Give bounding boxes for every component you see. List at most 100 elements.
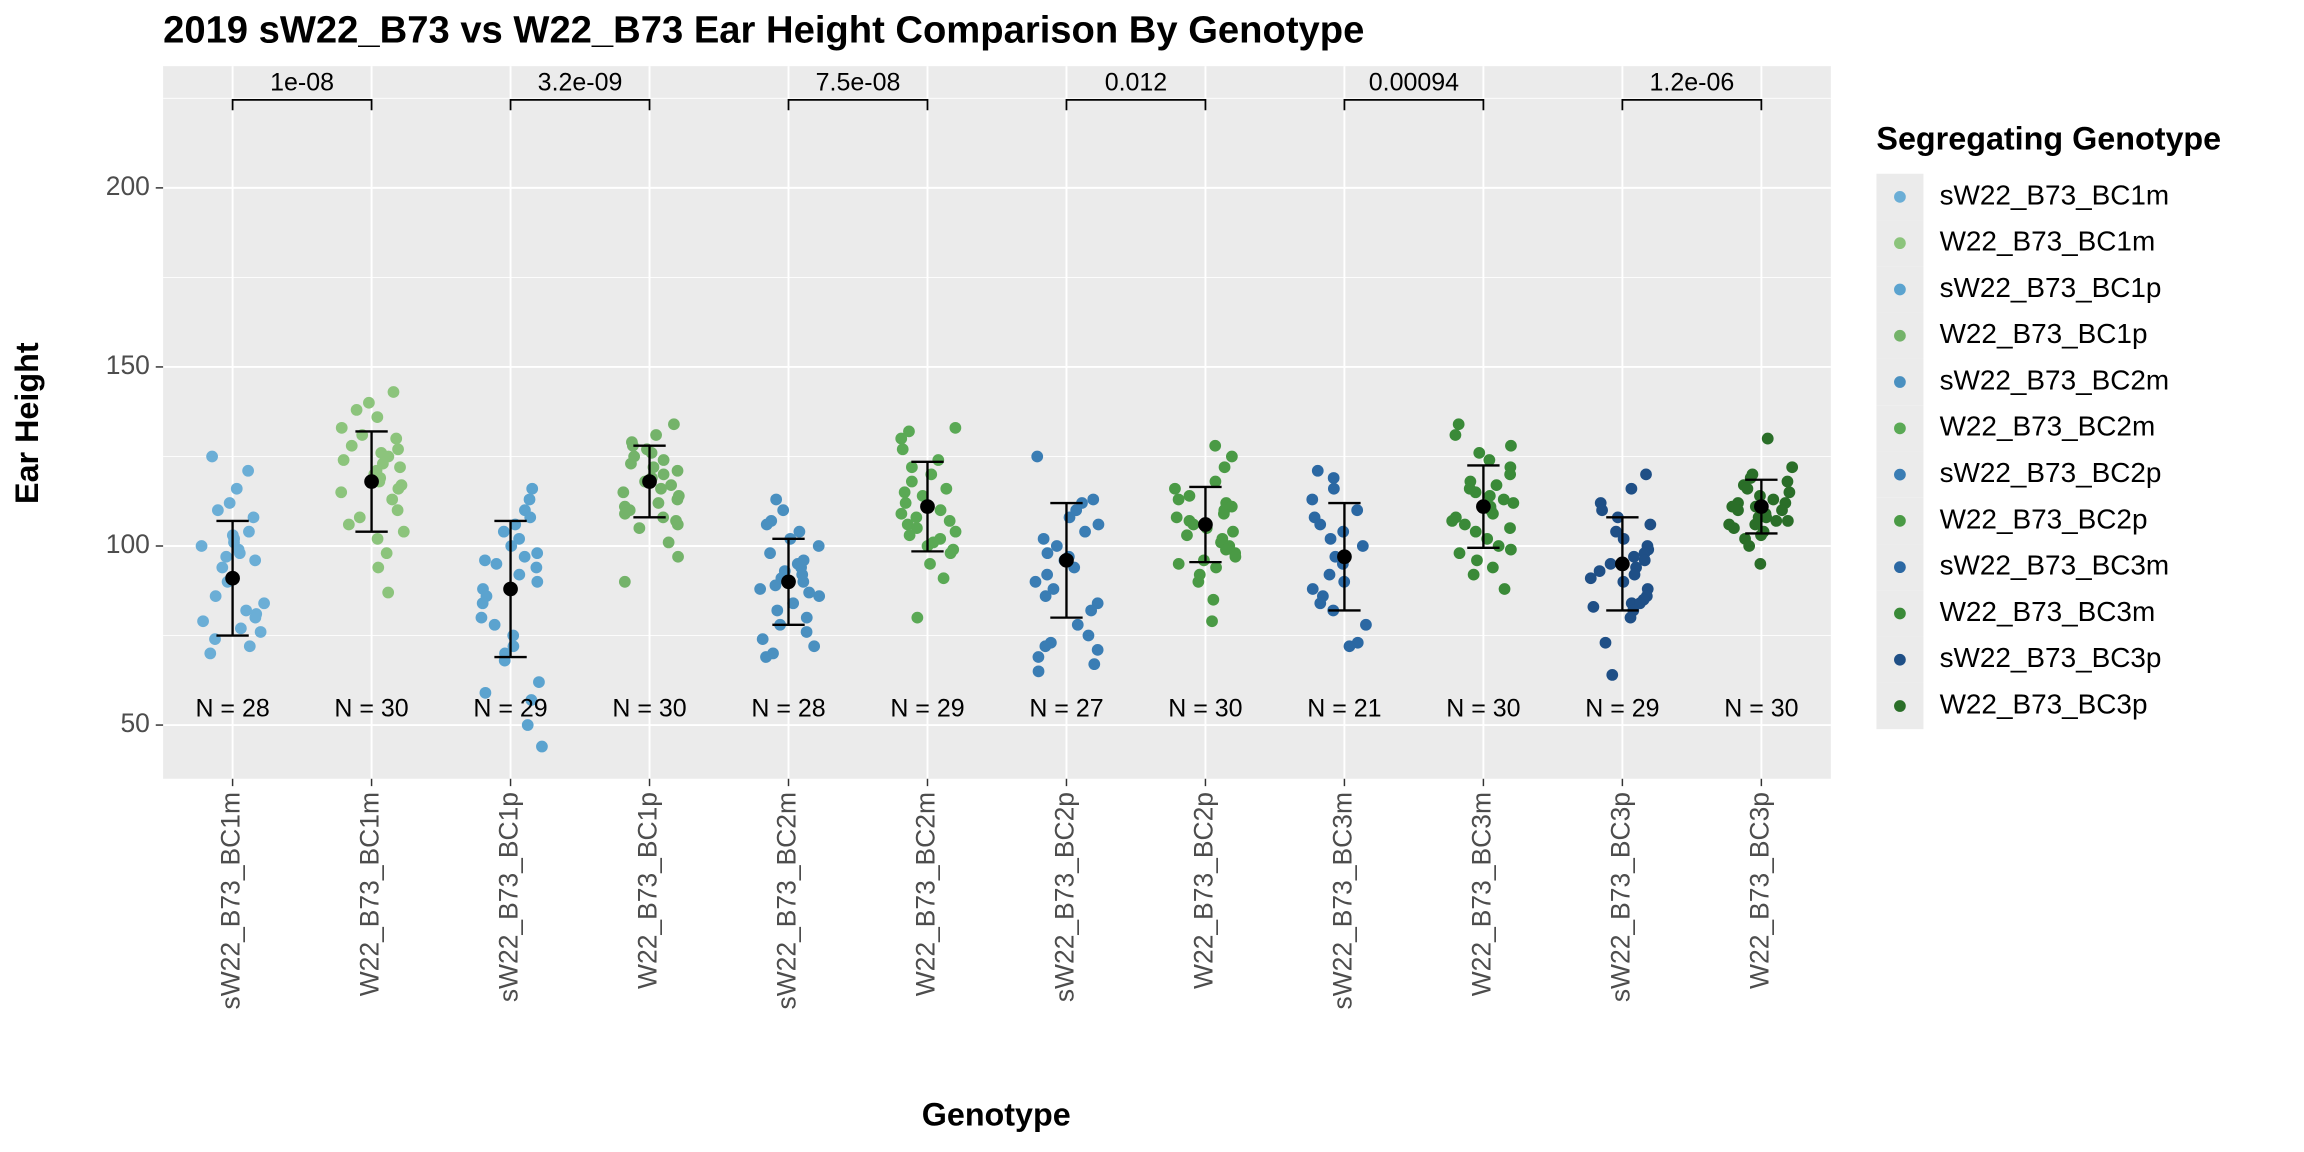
data-point [937,572,950,585]
data-point [932,454,945,466]
data-point [1492,540,1505,552]
legend-label: sW22_B73_BC3p [1940,642,2162,673]
data-point [813,590,826,603]
x-axis-label: Genotype [922,1096,1071,1132]
data-point [1487,507,1499,520]
mean-point [1059,552,1074,568]
data-point [1490,479,1503,491]
comparison-bracket [1343,99,1485,111]
legend-swatch [1894,515,1906,527]
p-value-label: 3.2e-09 [538,68,623,96]
x-tick-label: W22_B73_BC2m [910,792,940,996]
mean-point [1615,556,1630,572]
data-point [1754,558,1767,570]
data-point [770,493,783,506]
data-point [531,575,544,588]
data-point [1220,543,1232,556]
data-point [249,554,262,567]
data-point [337,454,350,466]
mean-point [781,574,796,590]
n-label: N = 29 [890,694,964,722]
data-point [1071,618,1084,631]
data-point [1604,558,1617,570]
data-point [497,525,510,538]
mean-point [642,474,657,489]
data-point [382,586,395,599]
data-point [800,611,813,624]
data-point [1584,572,1597,585]
data-point [397,525,410,538]
data-point [1079,525,1091,538]
data-point [618,575,631,588]
data-point [1337,525,1350,538]
data-point [524,511,537,524]
data-point [518,550,531,563]
data-point [650,429,662,441]
data-point [1453,547,1466,560]
data-point [479,554,491,567]
data-point [949,525,962,538]
data-point [1467,568,1480,581]
data-point [258,597,270,610]
x-tick-label: W22_B73_BC1m [355,792,385,996]
data-point [662,536,675,549]
data-point [1227,525,1239,538]
x-tick-label: W22_B73_BC3p [1744,792,1774,989]
data-point [1761,432,1774,445]
data-point [671,464,684,477]
data-point [230,482,243,495]
data-point [754,583,767,595]
data-point [1741,482,1754,495]
marks: N = 28 N = 30 N = 29 N = 30 N = 28 N = 29 N = … [195,68,1799,753]
data-point [531,547,544,560]
data-point [1032,665,1045,678]
data-point [353,511,366,524]
data-point [1306,583,1319,595]
data-point [1749,518,1762,531]
data-point [1029,575,1042,588]
data-point [1469,486,1482,499]
data-point [1181,529,1193,542]
data-point [895,432,908,445]
legend-label: W22_B73_BC1p [1940,318,2148,349]
data-point [342,518,355,531]
x-tick-label: sW22_B73_BC1p [494,792,524,1002]
data-point [206,450,218,463]
legend-swatch [1894,607,1906,620]
data-point [1327,482,1340,495]
data-point [625,457,637,470]
data-point [249,611,262,624]
data-point [896,443,909,456]
data-point [898,486,911,499]
data-point [209,590,222,603]
legend-swatch [1894,700,1906,712]
data-point [895,507,908,520]
data-point [345,439,358,452]
data-point [652,497,665,509]
data-point [903,425,915,438]
data-point [335,421,348,434]
legend-label: sW22_B73_BC1m [1940,179,2170,210]
data-point [1169,482,1181,495]
data-point [1229,550,1242,563]
data-point [1356,540,1369,552]
data-point [1324,532,1337,545]
data-point [1207,593,1220,606]
p-value-label: 1.2e-06 [1650,68,1735,96]
data-point [1206,615,1218,628]
data-point [488,618,501,631]
data-point [523,493,536,506]
data-point [1170,511,1183,524]
data-point [1452,418,1465,431]
data-point [1085,604,1098,617]
data-point [1306,493,1319,506]
data-point [1314,597,1327,610]
data-point [626,439,639,452]
data-point [910,511,923,524]
p-value-label: 1e-08 [270,68,334,96]
data-point [234,622,247,635]
data-point [645,447,658,459]
data-point [657,454,670,466]
data-point [1728,522,1740,534]
